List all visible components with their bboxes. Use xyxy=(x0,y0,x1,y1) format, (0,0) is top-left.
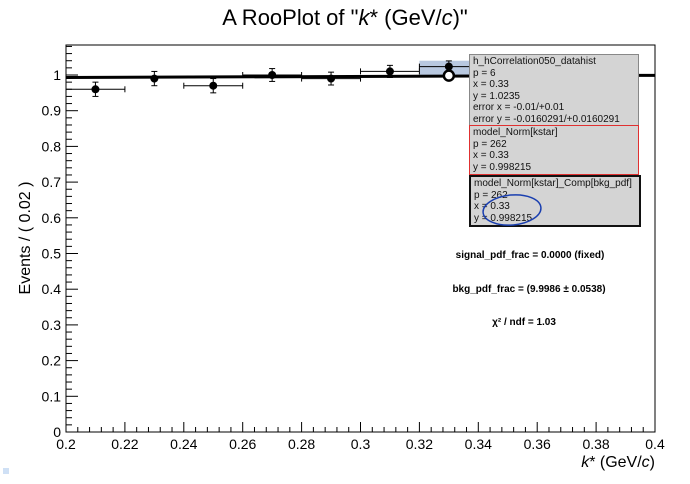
chart-title-part: * (GeV/ xyxy=(369,5,442,30)
y-tick-label: 0.4 xyxy=(42,281,62,297)
data-point xyxy=(91,85,100,94)
y-tick-label: 0.9 xyxy=(42,103,62,119)
tooltip-line: error y = -0.0160291/+0.0160291 xyxy=(473,113,620,125)
x-tick-label: 0.32 xyxy=(406,436,433,452)
x-axis-label-part: k xyxy=(581,454,590,471)
data-point xyxy=(268,71,277,79)
fit-annotation: χ² / ndf = 1.03 xyxy=(492,317,556,328)
tooltip-line: y = 0.998215 xyxy=(473,161,532,173)
tooltip-line: h_hCorrelation050_datahist xyxy=(473,56,596,67)
tooltip-line: error x = -0.01/+0.01 xyxy=(473,102,565,113)
y-axis-label: Events / ( 0.02 ) xyxy=(17,182,34,295)
tooltip-line: x = 0.33 xyxy=(473,150,509,161)
y-tick-label: 0.3 xyxy=(42,317,62,333)
x-tick-label: 0.24 xyxy=(170,436,197,452)
data-point xyxy=(444,62,453,71)
data-point xyxy=(327,74,336,83)
y-tick-label: 1 xyxy=(53,67,61,83)
x-tick-label: 0.4 xyxy=(645,436,665,452)
data-point xyxy=(209,81,218,90)
x-tick-label: 0.38 xyxy=(582,436,609,452)
tooltip-line: model_Norm[kstar]_Comp[bkg_pdf] xyxy=(474,178,632,189)
x-tick-label: 0.26 xyxy=(229,436,256,452)
y-tick-label: 0.5 xyxy=(42,246,62,262)
tooltip-line: p = 262 xyxy=(474,189,508,201)
corner-marker xyxy=(3,468,9,474)
y-tick-label: 0.6 xyxy=(42,210,62,226)
tooltip-line: y = 1.0235 xyxy=(473,90,520,102)
x-tick-label: 0.22 xyxy=(111,436,138,452)
tooltip-line: x = 0.33 xyxy=(473,79,509,90)
tooltip-line: p = 262 xyxy=(473,138,507,150)
y-tick-label: 0.8 xyxy=(42,138,62,154)
data-point xyxy=(150,74,159,83)
tooltip-line: y = 0.998215 xyxy=(474,212,533,224)
fit-annotation: bkg_pdf_frac = (9.9986 ± 0.0538) xyxy=(452,284,605,295)
tooltip-line: p = 6 xyxy=(473,67,496,79)
chart-title-part: A RooPlot of " xyxy=(222,5,358,30)
tooltip-line: model_Norm[kstar] xyxy=(473,127,558,138)
x-axis-label-part: c xyxy=(642,454,650,471)
y-tick-label: 0.7 xyxy=(42,174,62,190)
x-tick-label: 0.36 xyxy=(524,436,551,452)
tooltip-model: model_Norm[kstar] p = 262 x = 0.33 y = 0.99… xyxy=(469,125,639,175)
y-tick-label: 0.2 xyxy=(42,353,62,369)
x-axis-label-part: ) xyxy=(650,454,655,471)
y-tick-label: 0.1 xyxy=(42,388,62,404)
x-tick-label: 0.34 xyxy=(465,436,492,452)
highlighted-model-point xyxy=(442,69,456,82)
x-tick-label: 0.3 xyxy=(351,436,371,452)
y-tick-label: 0 xyxy=(53,424,61,440)
chart-title-part: )" xyxy=(453,5,468,30)
x-tick-label: 0.2 xyxy=(56,436,76,452)
fit-annotation: signal_pdf_frac = 0.0000 (fixed) xyxy=(456,250,605,261)
chart-title: A RooPlot of "k* (GeV/c)" xyxy=(222,5,468,30)
data-point xyxy=(385,67,394,76)
tooltip-line: x = 0.33 xyxy=(474,201,510,212)
chart-title-part: c xyxy=(442,5,453,30)
x-tick-label: 0.28 xyxy=(288,436,315,452)
chart-title-part: k xyxy=(358,5,370,30)
x-axis-label: k* (GeV/c) xyxy=(581,454,655,471)
x-axis-label-part: * (GeV/ xyxy=(589,454,642,471)
tooltip-model-bkg: model_Norm[kstar]_Comp[bkg_pdf] p = 262 x … xyxy=(469,175,641,227)
